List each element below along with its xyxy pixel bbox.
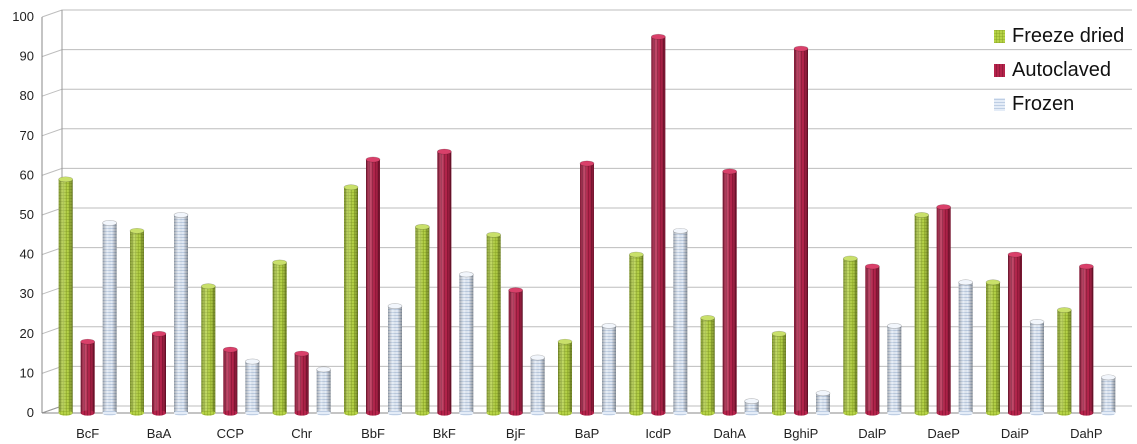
- x-tick-label: BbF: [361, 426, 385, 441]
- y-tick-label: 40: [20, 247, 34, 262]
- bar: [958, 279, 973, 416]
- bar: [272, 259, 287, 416]
- bar: [365, 156, 381, 416]
- bar: [815, 390, 831, 416]
- bar: [80, 338, 95, 416]
- bar: [58, 176, 73, 416]
- bar: [486, 231, 501, 416]
- legend-label: Autoclaved: [1012, 59, 1111, 81]
- bar: [700, 315, 715, 416]
- x-tick-label: DaeP: [927, 426, 960, 441]
- bar: [530, 354, 545, 416]
- bar: [651, 33, 666, 416]
- legend-label: Freeze dried: [1012, 25, 1124, 47]
- x-axis-labels: BcF BaA CCP Chr BbF BkF BjF BaP IcdP DahA BghiP Dal…: [76, 426, 1102, 441]
- y-tick-label: 100: [12, 9, 34, 24]
- x-tick-label: BcF: [76, 426, 99, 441]
- y-tick-label: 70: [20, 128, 34, 143]
- gridline: [41, 49, 1132, 58]
- gridline: [41, 128, 1132, 137]
- bar: [865, 263, 880, 416]
- legend-item: Freeze dried: [994, 25, 1124, 47]
- bar: [201, 283, 216, 416]
- bar: [151, 330, 167, 416]
- bar: [415, 223, 430, 416]
- bar: [629, 251, 644, 416]
- y-tick-label: 30: [20, 286, 34, 301]
- x-tick-label: BaP: [575, 426, 600, 441]
- bar: [129, 227, 145, 416]
- bar: [579, 160, 595, 416]
- bar: [936, 204, 951, 416]
- y-tick-label: 50: [20, 207, 34, 222]
- y-axis-ticks: 0 10 20 30 40 50 60 70 80 90 100: [12, 9, 34, 420]
- bar: [1079, 263, 1094, 416]
- bar: [387, 303, 403, 416]
- bar: [223, 346, 238, 416]
- bar: [245, 358, 260, 416]
- x-tick-label: Chr: [291, 426, 313, 441]
- y-tick-label: 20: [20, 326, 34, 341]
- bar: [102, 220, 117, 416]
- x-tick-label: BghiP: [784, 426, 819, 441]
- gridline: [41, 88, 1132, 97]
- bar: [508, 287, 523, 416]
- bar: [914, 212, 929, 416]
- bar: [771, 330, 787, 416]
- bar: [601, 322, 617, 416]
- bar: [1029, 319, 1045, 416]
- legend-label: Frozen: [1012, 93, 1074, 115]
- x-tick-label: DahA: [713, 426, 746, 441]
- y-tick-label: 90: [20, 49, 34, 64]
- x-tick-label: IcdP: [645, 426, 671, 441]
- x-tick-label: BaA: [147, 426, 172, 441]
- bar: [173, 212, 189, 416]
- gridline: [41, 9, 1132, 18]
- x-tick-label: DaiP: [1001, 426, 1029, 441]
- bar: [744, 398, 759, 416]
- y-tick-label: 60: [20, 167, 34, 182]
- y-tick-label: 0: [27, 405, 34, 420]
- bar: [1101, 374, 1116, 416]
- y-tick-label: 10: [20, 365, 34, 380]
- legend-item: Autoclaved: [994, 59, 1111, 81]
- bar: [316, 366, 331, 416]
- bar: [343, 184, 359, 416]
- bar: [843, 255, 858, 416]
- x-tick-label: CCP: [217, 426, 244, 441]
- bar: [887, 322, 902, 416]
- bar: [793, 45, 809, 416]
- legend-swatch: [994, 98, 1005, 111]
- bar: [437, 148, 452, 416]
- bar: [294, 350, 309, 416]
- bar: [459, 271, 474, 416]
- legend-item: Frozen: [994, 93, 1074, 115]
- x-tick-label: BjF: [506, 426, 526, 441]
- bar: [722, 168, 737, 416]
- bar: [557, 338, 573, 416]
- bars: [58, 33, 1116, 416]
- legend-swatch: [994, 64, 1005, 77]
- bar: [1057, 307, 1072, 416]
- legend-swatch: [994, 30, 1005, 43]
- legend: Freeze dried Autoclaved Frozen: [994, 25, 1124, 115]
- x-tick-label: DalP: [858, 426, 886, 441]
- x-tick-label: DahP: [1070, 426, 1103, 441]
- x-tick-label: BkF: [433, 426, 456, 441]
- bar: [673, 227, 688, 416]
- bar: [1007, 251, 1023, 416]
- y-tick-label: 80: [20, 88, 34, 103]
- bar: [985, 279, 1001, 416]
